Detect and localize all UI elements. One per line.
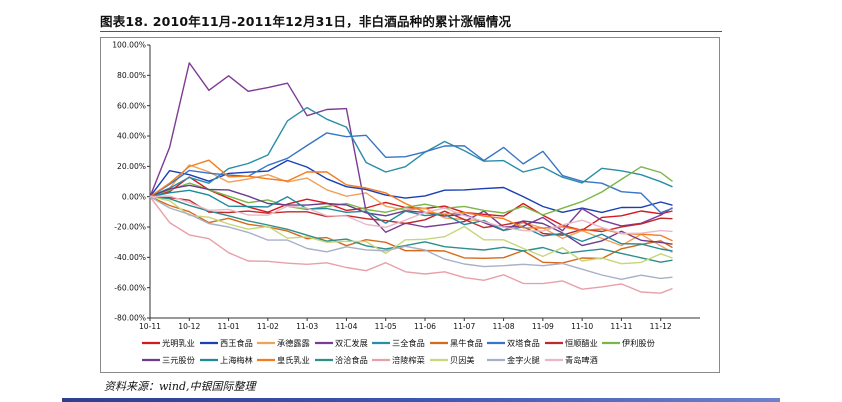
legend-item: 三元股份 bbox=[142, 355, 195, 365]
x-tick-label: 10-11 bbox=[139, 322, 161, 331]
series-line-双汇发展 bbox=[149, 62, 673, 234]
x-tick-label: 11-05 bbox=[375, 322, 397, 331]
legend-label: 双塔食品 bbox=[507, 338, 540, 348]
legend-label: 西王食品 bbox=[220, 338, 253, 348]
series-line-青岛啤酒 bbox=[149, 195, 673, 235]
legend-label: 黑牛食品 bbox=[450, 338, 483, 348]
legend-item: 伊利股份 bbox=[602, 338, 655, 348]
legend-label: 皇氏乳业 bbox=[277, 355, 310, 365]
legend-label: 双汇发展 bbox=[335, 338, 368, 348]
x-tick-label: 11-04 bbox=[335, 322, 357, 331]
bottom-accent-bar bbox=[62, 398, 780, 402]
legend-label: 青岛啤酒 bbox=[565, 355, 598, 365]
x-tick-label: 11-01 bbox=[218, 322, 240, 331]
x-tick-label: 11-11 bbox=[610, 322, 632, 331]
x-tick-label: 11-08 bbox=[493, 322, 515, 331]
x-tick-label: 11-12 bbox=[650, 322, 672, 331]
legend-item: 三全食品 bbox=[372, 338, 425, 348]
legend-item: 承德露露 bbox=[257, 338, 310, 348]
x-tick-label: 11-06 bbox=[414, 322, 436, 331]
title-underline bbox=[100, 31, 722, 32]
series-line-金字火腿 bbox=[149, 196, 673, 280]
legend-item: 皇氏乳业 bbox=[257, 355, 310, 365]
series-line-涪陵榨菜 bbox=[149, 196, 673, 294]
legend-label: 承德露露 bbox=[277, 338, 310, 348]
series-line-双塔食品 bbox=[149, 132, 673, 214]
y-tick-label: 0.00% bbox=[122, 192, 146, 201]
series-line-贝因美 bbox=[149, 196, 673, 265]
series-line-三元股份 bbox=[149, 184, 673, 247]
source-note: 资料来源：wind,中银国际整理 bbox=[104, 380, 256, 393]
x-tick-label: 10-12 bbox=[178, 322, 200, 331]
legend-item: 黑牛食品 bbox=[430, 338, 483, 348]
legend-item: 西王食品 bbox=[200, 338, 253, 348]
y-tick-label: -60.00% bbox=[114, 283, 146, 292]
x-tick-label: 11-09 bbox=[532, 322, 554, 331]
series-line-上海梅林 bbox=[149, 189, 673, 252]
legend-label: 光明乳业 bbox=[162, 338, 195, 348]
legend: 光明乳业 西王食品 承德露露 双汇发展 三全食品 黑牛食品 双塔食品 恒顺醋业 伊利股份三元股份… bbox=[142, 338, 655, 365]
series-line-黑牛食品 bbox=[149, 196, 673, 264]
x-tick-label: 11-03 bbox=[296, 322, 318, 331]
legend-label: 上海梅林 bbox=[220, 355, 253, 365]
y-tick-label: -80.00% bbox=[114, 314, 146, 323]
legend-item: 金字火腿 bbox=[487, 355, 540, 365]
series-line-皇氏乳业 bbox=[149, 159, 673, 242]
legend-item: 双汇发展 bbox=[315, 338, 368, 348]
y-tick-label: 100.00% bbox=[112, 41, 146, 50]
x-tick-label: 11-10 bbox=[571, 322, 593, 331]
legend-item: 恒顺醋业 bbox=[545, 338, 598, 348]
y-tick-label: 20.00% bbox=[117, 162, 146, 171]
legend-label: 三全食品 bbox=[392, 338, 425, 348]
legend-item: 上海梅林 bbox=[200, 355, 253, 365]
x-tick-label: 11-07 bbox=[453, 322, 475, 331]
y-tick-label: 60.00% bbox=[117, 101, 146, 110]
legend-label: 洽洽食品 bbox=[335, 355, 368, 365]
legend-label: 金字火腿 bbox=[507, 355, 540, 365]
series-line-西王食品 bbox=[149, 159, 673, 214]
legend-item: 青岛啤酒 bbox=[545, 355, 598, 365]
legend-label: 三元股份 bbox=[162, 355, 195, 365]
y-tick-label: -40.00% bbox=[114, 253, 146, 262]
axes: 100.00% 80.00% 60.00% 40.00% 20.00% 0.00% -20.… bbox=[112, 41, 700, 331]
x-tick-label: 11-02 bbox=[257, 322, 279, 331]
legend-item: 双塔食品 bbox=[487, 338, 540, 348]
legend-label: 贝因美 bbox=[450, 355, 475, 365]
series-line-三全食品 bbox=[149, 106, 673, 198]
y-tick-label: 40.00% bbox=[117, 132, 146, 141]
chart-frame bbox=[100, 37, 720, 373]
series-line-承德露露 bbox=[149, 164, 673, 254]
legend-item: 光明乳业 bbox=[142, 338, 195, 348]
series-line-伊利股份 bbox=[149, 166, 673, 216]
chart-title: 图表18. 2010年11月-2011年12月31日，非白酒品种的累计涨幅情况 bbox=[100, 14, 512, 29]
legend-item: 涪陵榨菜 bbox=[372, 355, 425, 365]
series-lines bbox=[149, 62, 673, 294]
y-tick-label: -20.00% bbox=[114, 223, 146, 232]
legend-label: 涪陵榨菜 bbox=[392, 355, 425, 365]
legend-item: 贝因美 bbox=[430, 355, 475, 365]
legend-label: 伊利股份 bbox=[622, 338, 655, 348]
series-line-洽洽食品 bbox=[149, 196, 673, 263]
y-tick-label: 80.00% bbox=[117, 71, 146, 80]
legend-label: 恒顺醋业 bbox=[565, 338, 598, 348]
legend-item: 洽洽食品 bbox=[315, 355, 368, 365]
